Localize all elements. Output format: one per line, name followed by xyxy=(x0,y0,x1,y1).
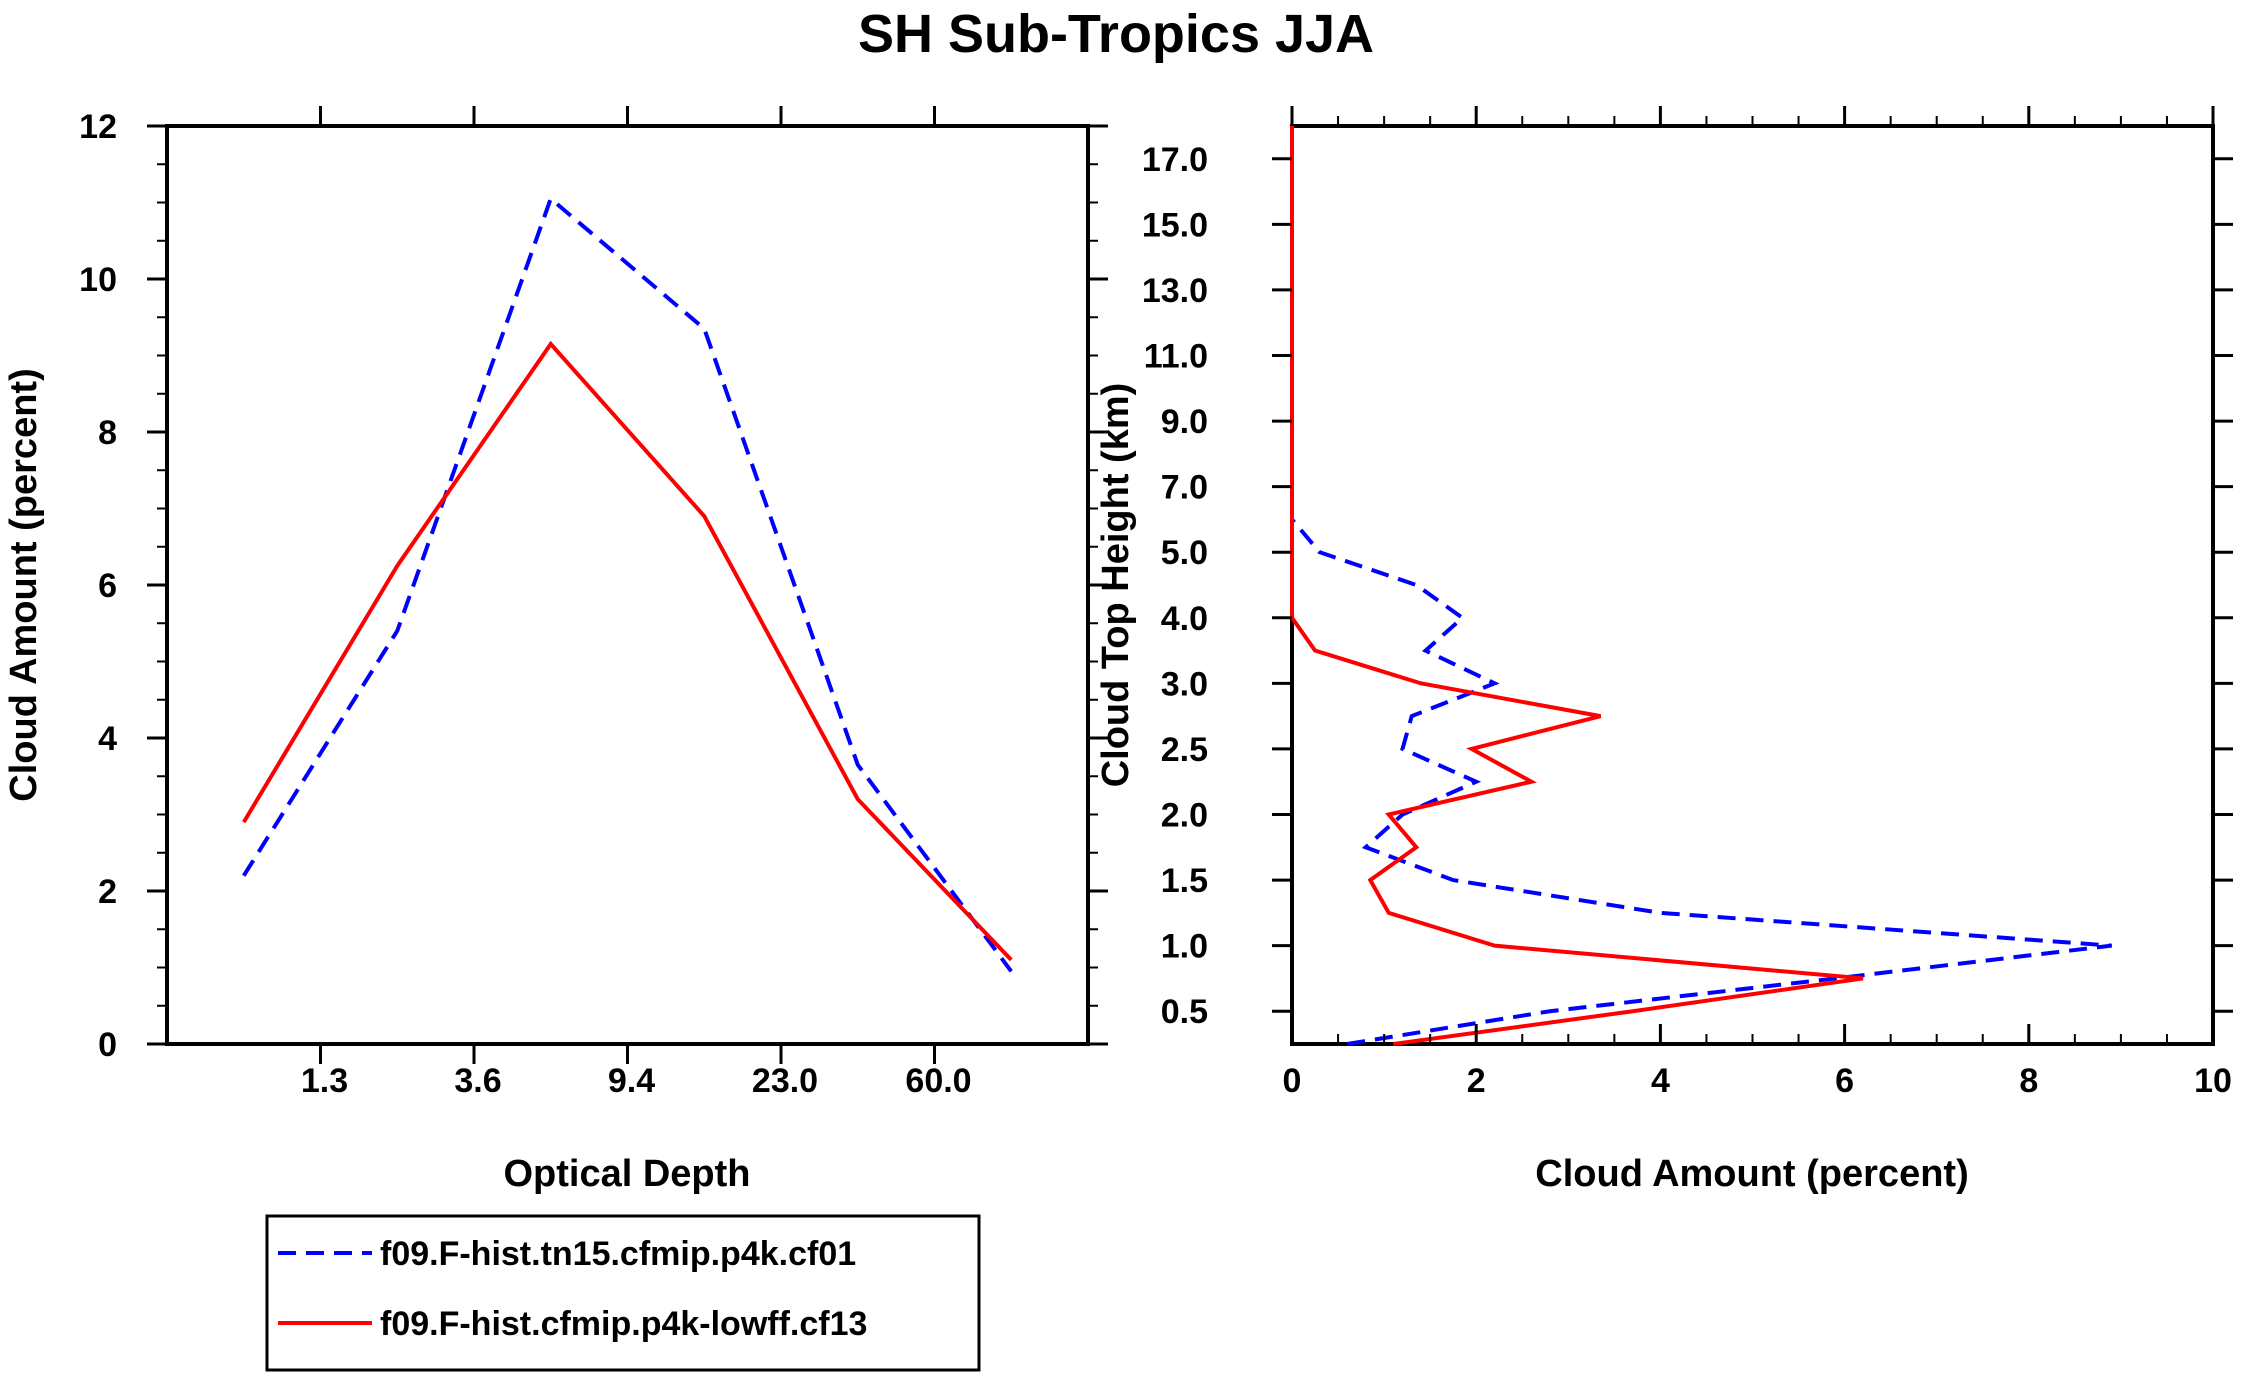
right-y-tick-label: 11.0 xyxy=(1144,338,1208,376)
right-y-tick-label: 3.0 xyxy=(1161,665,1208,703)
right-panel-cloud-top-height: 0.5 1.0 1.5 2.0 2.5 3.0 4.0 5.0 7.0 9.0 11.0 13.0 15… xyxy=(1095,106,2233,1195)
left-x-tick-label: 23.0 xyxy=(752,1062,818,1100)
left-panel-optical-depth: 0 2 4 6 8 10 12 1.3 3.6 9.4 23.0 60.0 Optical Depth… xyxy=(3,106,1108,1195)
right-y-tick-label: 9.0 xyxy=(1161,403,1208,441)
right-y-tick-label: 1.5 xyxy=(1161,862,1208,900)
left-series-group xyxy=(242,195,1013,973)
left-y-tick-label: 6 xyxy=(98,567,117,605)
chart-title: SH Sub-Tropics JJA xyxy=(858,4,1374,64)
left-y-tick-label: 0 xyxy=(98,1026,117,1064)
right-plot-frame xyxy=(1290,124,2215,1046)
right-x-tick-label: 4 xyxy=(1651,1062,1670,1100)
left-x-tick-label: 9.4 xyxy=(608,1062,655,1100)
right-x-tick-label: 6 xyxy=(1835,1062,1854,1100)
right-y-tick-label: 2.5 xyxy=(1161,731,1208,769)
left-ticks-group: 0 2 4 6 8 10 12 1.3 3.6 9.4 23.0 60.0 xyxy=(79,106,1108,1100)
right-x-tick-label: 0 xyxy=(1283,1062,1302,1100)
right-y-tick-label: 13.0 xyxy=(1142,272,1208,310)
left-y-tick-label: 4 xyxy=(98,720,117,758)
right-x-axis-label: Cloud Amount (percent) xyxy=(1535,1153,1968,1195)
right-series-line-1 xyxy=(1290,126,2112,1046)
left-y-axis-label: Cloud Amount (percent) xyxy=(3,368,45,801)
left-series-line-2 xyxy=(242,340,1013,962)
right-y-tick-label: 17.0 xyxy=(1142,141,1208,179)
left-y-tick-label: 12 xyxy=(79,108,117,146)
left-y-tick-label: 8 xyxy=(98,414,117,452)
right-y-tick-label: 1.0 xyxy=(1161,928,1208,966)
right-ticks-group: 0.5 1.0 1.5 2.0 2.5 3.0 4.0 5.0 7.0 9.0 11.0 13.0 15… xyxy=(1142,106,2233,1100)
left-x-tick-label: 3.6 xyxy=(454,1062,501,1100)
legend-box xyxy=(265,1214,981,1372)
legend-label-series-1: f09.F-hist.tn15.cfmip.p4k.cf01 xyxy=(380,1235,856,1273)
right-y-tick-label: 0.5 xyxy=(1161,993,1208,1031)
right-x-tick-label: 2 xyxy=(1467,1062,1486,1100)
right-series-line-2 xyxy=(1290,126,1864,1046)
left-y-tick-label: 10 xyxy=(79,261,117,299)
left-x-tick-label: 1.3 xyxy=(301,1062,348,1100)
left-x-tick-label: 60.0 xyxy=(905,1062,971,1100)
right-x-tick-label: 10 xyxy=(2194,1062,2232,1100)
right-y-axis-label: Cloud Top Height (km) xyxy=(1095,383,1137,788)
legend-label-series-2: f09.F-hist.cfmip.p4k-lowff.cf13 xyxy=(380,1305,867,1343)
right-x-tick-label: 8 xyxy=(2019,1062,2038,1100)
right-y-tick-label: 5.0 xyxy=(1161,534,1208,572)
right-y-tick-label: 7.0 xyxy=(1161,469,1208,507)
left-x-axis-label: Optical Depth xyxy=(503,1153,750,1195)
right-y-tick-label: 15.0 xyxy=(1142,206,1208,244)
right-y-tick-label: 2.0 xyxy=(1161,797,1208,835)
left-y-tick-label: 2 xyxy=(98,873,117,911)
right-series-group xyxy=(1290,126,2112,1046)
legend: f09.F-hist.tn15.cfmip.p4k.cf01 f09.F-his… xyxy=(265,1214,981,1372)
right-y-tick-label: 4.0 xyxy=(1161,600,1208,638)
left-series-line-1 xyxy=(242,195,1013,973)
